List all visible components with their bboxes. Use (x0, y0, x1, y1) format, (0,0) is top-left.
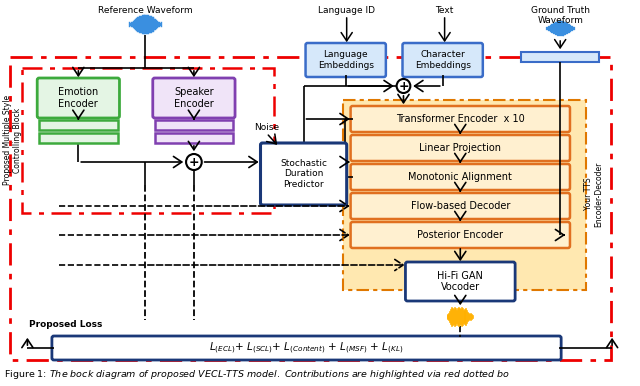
Text: Your TTS
Encoder-Decoder: Your TTS Encoder-Decoder (584, 161, 603, 227)
Circle shape (397, 79, 410, 93)
Text: $\mathit{L}_{(ECL)}$+ $\mathit{L}_{(SCL)}$+ $\mathit{L}_{(Content)}$ + $\mathit{: $\mathit{L}_{(ECL)}$+ $\mathit{L}_{(SCL)… (209, 340, 404, 356)
Text: Reference Waveform: Reference Waveform (98, 6, 192, 15)
Text: Language ID: Language ID (318, 6, 375, 15)
FancyBboxPatch shape (351, 135, 570, 161)
Text: Proposed Loss: Proposed Loss (29, 320, 103, 329)
Circle shape (186, 154, 202, 170)
FancyBboxPatch shape (305, 43, 386, 77)
Bar (155, 120, 233, 130)
Text: Hi-Fi GAN
Vocoder: Hi-Fi GAN Vocoder (437, 271, 483, 292)
FancyBboxPatch shape (260, 143, 347, 205)
FancyBboxPatch shape (351, 164, 570, 190)
Text: +: + (398, 80, 409, 93)
Bar (343, 100, 586, 290)
Text: Stochastic
Duration
Predictor: Stochastic Duration Predictor (280, 159, 327, 189)
Bar (39, 133, 118, 143)
Bar (155, 133, 233, 143)
Text: Text: Text (435, 6, 454, 15)
Bar (22, 68, 274, 213)
FancyBboxPatch shape (351, 106, 570, 132)
FancyBboxPatch shape (37, 78, 120, 118)
FancyBboxPatch shape (351, 193, 570, 219)
Text: +: + (189, 156, 199, 169)
Text: Noise: Noise (254, 123, 279, 132)
Text: Proposed Multiple Style
Controlling Block: Proposed Multiple Style Controlling Bloc… (3, 95, 22, 185)
Text: Character
Embeddings: Character Embeddings (415, 50, 470, 70)
Bar (10, 57, 611, 360)
Text: Speaker
Encoder: Speaker Encoder (174, 87, 214, 109)
Text: Figure 1: $\it{The\ bock\ diagram\ of\ proposed\ VECL}$-$\it{TTS\ model.\ Contri: Figure 1: $\it{The\ bock\ diagram\ of\ p… (4, 368, 510, 381)
FancyBboxPatch shape (406, 262, 515, 301)
Bar (521, 52, 599, 62)
FancyBboxPatch shape (153, 78, 235, 118)
FancyBboxPatch shape (52, 336, 561, 360)
FancyBboxPatch shape (403, 43, 483, 77)
Text: Emotion
Encoder: Emotion Encoder (58, 87, 99, 109)
Text: Posterior Encoder: Posterior Encoder (417, 230, 503, 240)
Text: Linear Projection: Linear Projection (419, 143, 501, 153)
Text: Monotonic Alignment: Monotonic Alignment (408, 172, 512, 182)
Text: Ground Truth
Waveform: Ground Truth Waveform (531, 6, 589, 25)
Text: Language
Embeddings: Language Embeddings (317, 50, 374, 70)
FancyBboxPatch shape (351, 222, 570, 248)
Bar (39, 120, 118, 130)
Text: Transformer Encoder  x 10: Transformer Encoder x 10 (396, 114, 525, 124)
Text: Flow-based Decoder: Flow-based Decoder (411, 201, 510, 211)
